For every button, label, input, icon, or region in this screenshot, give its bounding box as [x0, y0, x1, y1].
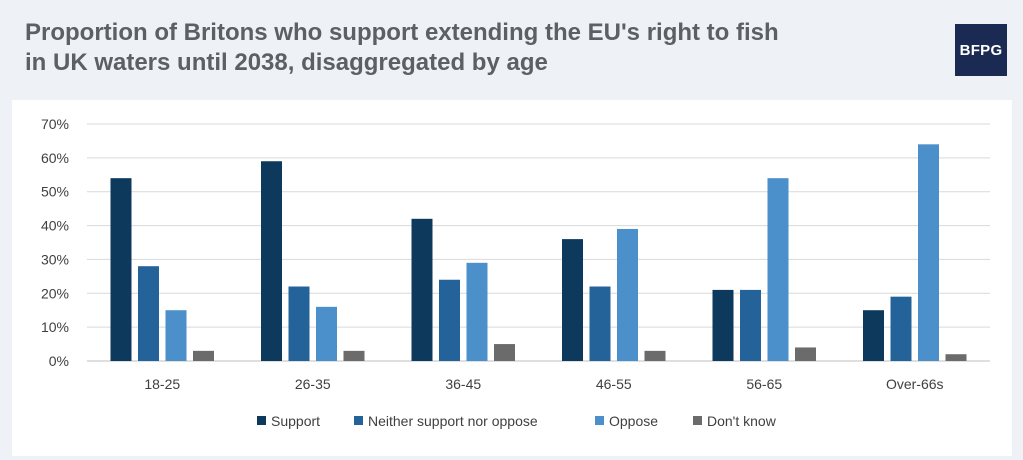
- bar: [918, 144, 939, 361]
- legend-label: Support: [271, 413, 320, 429]
- y-tick-label: 10%: [41, 319, 69, 335]
- x-tick-label: Over-66s: [886, 376, 944, 392]
- title-line-2: in UK waters until 2038, disaggregated b…: [25, 49, 548, 76]
- bar: [316, 306, 337, 361]
- x-tick-label: 36-45: [445, 376, 481, 392]
- bar: [617, 228, 638, 361]
- bar: [411, 218, 433, 361]
- y-tick-label: 40%: [41, 218, 69, 234]
- bar: [589, 286, 611, 361]
- bar: [945, 354, 967, 361]
- legend-swatch: [257, 416, 266, 425]
- y-tick-label: 20%: [41, 285, 69, 301]
- legend-label: Neither support nor oppose: [368, 413, 538, 429]
- bar: [767, 178, 789, 361]
- bar: [795, 347, 816, 361]
- legend-label: Don't know: [707, 413, 777, 429]
- legend-swatch: [693, 416, 702, 425]
- legend-label: Oppose: [609, 413, 658, 429]
- bar: [110, 178, 132, 361]
- legend-swatch: [595, 416, 604, 425]
- bar: [466, 262, 488, 361]
- x-tick-label: 18-25: [144, 376, 180, 392]
- y-tick-label: 60%: [41, 150, 69, 166]
- bar: [165, 310, 187, 361]
- bar: [644, 350, 666, 361]
- bar: [343, 350, 365, 361]
- bar: [890, 296, 912, 361]
- title-line-1: Proportion of Britons who support extend…: [25, 19, 779, 46]
- bar: [494, 344, 515, 361]
- bar: [288, 286, 310, 361]
- bar: [439, 279, 460, 361]
- bar: [740, 289, 761, 361]
- bar: [863, 310, 884, 361]
- bfpg-logo: BFPG: [955, 24, 1007, 76]
- chart-title: Proportion of Britons who support extend…: [25, 18, 845, 78]
- bar: [712, 289, 734, 361]
- bar: [562, 239, 583, 361]
- bar: [138, 266, 159, 361]
- x-tick-label: 56-65: [746, 376, 782, 392]
- x-tick-label: 46-55: [596, 376, 632, 392]
- y-tick-label: 0%: [49, 353, 69, 369]
- y-tick-label: 70%: [41, 116, 69, 132]
- bar: [193, 350, 214, 361]
- x-tick-label: 26-35: [295, 376, 331, 392]
- y-tick-label: 50%: [41, 184, 69, 200]
- bar-chart: 0% 10% 20% 30% 40% 50% 60% 70% 18-25 26-35 36-45 46…: [41, 116, 990, 429]
- bar: [261, 161, 282, 361]
- y-tick-label: 30%: [41, 251, 69, 267]
- chart-panel: 0% 10% 20% 30% 40% 50% 60% 70% 18-25 26-35 36-45 46…: [12, 100, 1012, 456]
- legend-swatch: [354, 416, 363, 425]
